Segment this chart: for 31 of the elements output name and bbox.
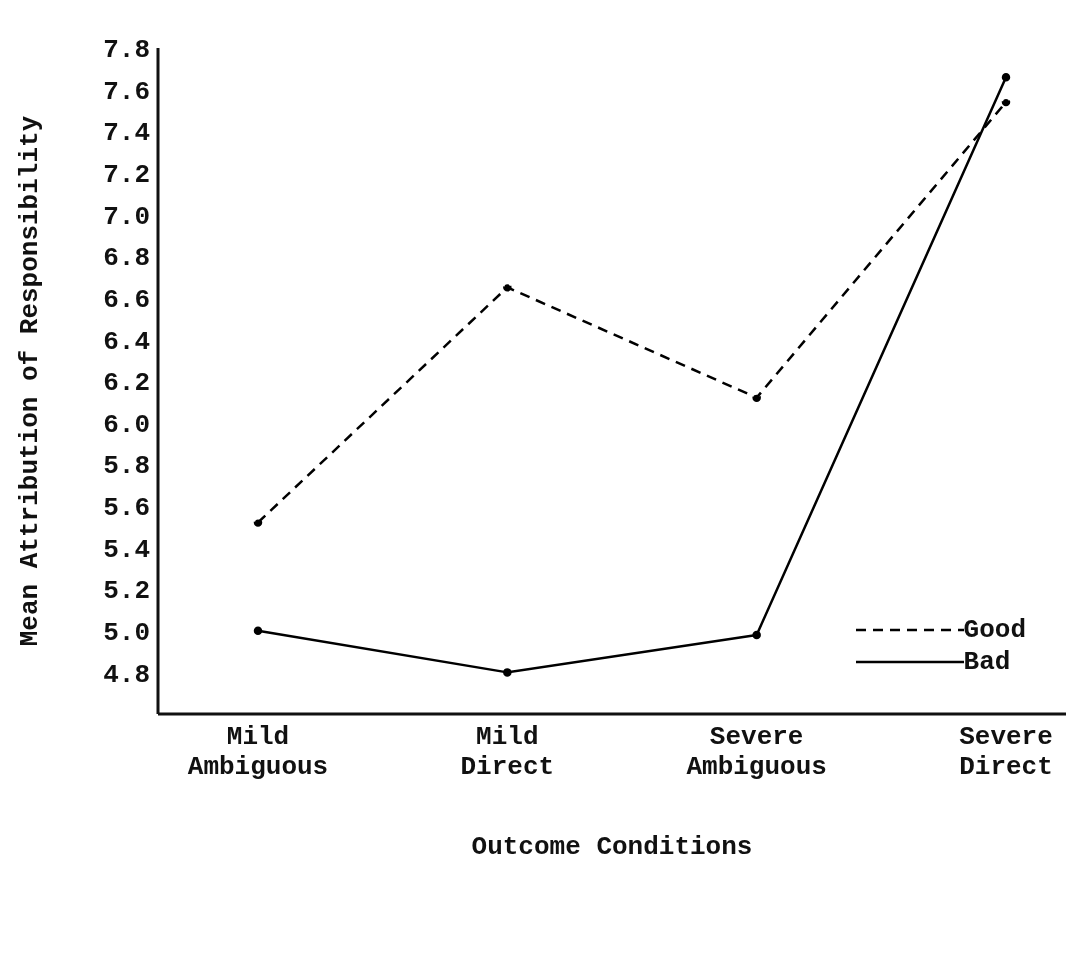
y-tick-label: 7.2 (103, 160, 150, 191)
point (253, 518, 263, 527)
y-tick-label: 7.4 (103, 118, 150, 149)
point (1001, 72, 1011, 82)
y-tick-label: 5.8 (103, 451, 150, 482)
y-tick-label: 7.8 (103, 35, 150, 66)
y-tick-label: 5.0 (103, 617, 150, 648)
y-tick-label: 4.8 (103, 659, 150, 690)
y-tick-label: 5.6 (103, 493, 150, 524)
y-tick-label: 6.0 (103, 409, 150, 440)
x-tick-label: Mild Ambiguous (187, 722, 329, 782)
y-tick-label: 7.6 (103, 76, 150, 107)
point (253, 626, 263, 635)
y-tick-label: 6.2 (103, 368, 150, 399)
y-tick-label: 5.4 (103, 534, 150, 565)
y-tick-label: 6.4 (103, 326, 150, 357)
y-axis-title: Mean Attribution of Responsibility (15, 115, 46, 647)
y-tick-label: 6.8 (103, 243, 150, 274)
x-tick-label: Severe Direct (959, 722, 1053, 782)
y-tick-label: 7.0 (103, 201, 150, 232)
legend-label: Good (963, 615, 1026, 645)
x-tick-label: Mild Direct (460, 722, 555, 782)
point (752, 393, 761, 402)
point (503, 283, 512, 292)
x-axis-title: Outcome Conditions (471, 832, 753, 862)
x-tick-label: Severe Ambiguous (686, 722, 827, 782)
point (752, 630, 761, 640)
y-tick-label: 6.6 (103, 284, 150, 315)
point (503, 668, 512, 677)
y-tick-label: 5.2 (103, 576, 150, 607)
legend-label: Bad (963, 647, 1011, 677)
